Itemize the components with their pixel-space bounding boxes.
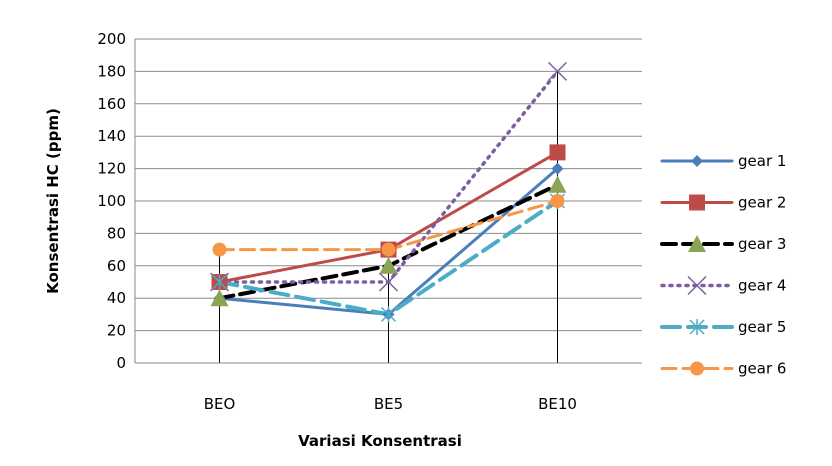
data-point-gear-4 <box>378 272 399 292</box>
legend-label: gear 5 <box>738 318 786 336</box>
legend-marker <box>690 361 704 376</box>
legend-label: gear 4 <box>738 277 786 295</box>
y-tick-label: 100 <box>97 192 126 210</box>
x-axis-title: Variasi Konsentrasi <box>298 432 462 450</box>
data-point-gear-3 <box>379 256 398 274</box>
y-tick-labels: 0 20 40 60 80 100 120 140 160 180 200 <box>97 30 126 372</box>
series-markers <box>209 61 568 323</box>
y-tick-label: 20 <box>107 322 126 340</box>
y-tick-label: 120 <box>97 160 126 178</box>
data-point-gear-5 <box>380 306 397 323</box>
legend-label: gear 1 <box>738 152 786 170</box>
y-tick-label: 140 <box>97 127 126 145</box>
legend-label: gear 3 <box>738 235 786 253</box>
y-tick-label: 200 <box>97 30 126 48</box>
data-point-gear-1 <box>551 162 564 175</box>
data-point-gear-6 <box>381 242 396 257</box>
legend-label: gear 6 <box>738 360 786 378</box>
y-tick-label: 40 <box>107 289 126 307</box>
data-point-gear-6 <box>212 242 227 257</box>
data-point-gear-2 <box>549 144 566 161</box>
data-point-gear-3 <box>210 289 229 307</box>
y-tick-label: 60 <box>107 257 126 275</box>
legend-marker <box>687 275 707 296</box>
data-point-gear-5 <box>211 274 228 290</box>
data-point-gear-3 <box>548 175 567 193</box>
legend: gear 1 gear 2 gear 3 gear 4 gear 5 gear 6 <box>660 152 786 378</box>
y-tick-label: 180 <box>97 62 126 80</box>
x-tick-label: BE10 <box>538 395 577 413</box>
y-tick-label: 80 <box>107 224 126 242</box>
legend-marker <box>688 235 706 252</box>
y-tick-label: 0 <box>116 354 126 372</box>
legend-marker <box>691 155 703 167</box>
x-tick-labels: BEO BE5 BE10 <box>204 395 577 413</box>
data-point-gear-4 <box>547 61 568 81</box>
legend-marker <box>689 194 705 211</box>
legend-label: gear 2 <box>738 194 786 212</box>
y-axis-title: Konsentrasi HC (ppm) <box>44 108 62 294</box>
data-point-gear-6 <box>550 194 565 208</box>
axes <box>134 39 642 364</box>
legend-marker <box>689 319 705 335</box>
x-tick-label: BE5 <box>374 395 403 413</box>
x-tick-label: BEO <box>204 395 236 413</box>
y-tick-label: 160 <box>97 95 126 113</box>
